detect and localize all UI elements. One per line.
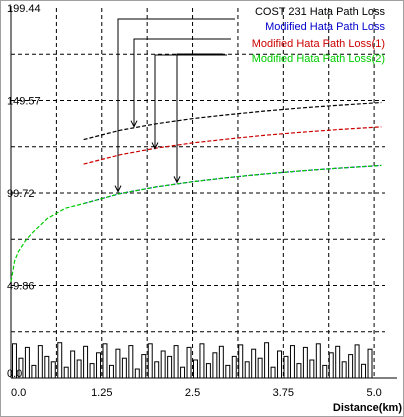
y-tick-label: 0.0	[7, 368, 22, 380]
histogram-bar	[128, 345, 134, 379]
histogram-bar	[367, 348, 373, 379]
histogram-bar	[205, 363, 211, 379]
histogram-bar	[180, 366, 186, 379]
histogram-bar	[283, 355, 289, 379]
y-tick-label: 49.86	[7, 281, 35, 293]
pointer-line-1	[117, 18, 235, 192]
x-tick-label: 5.0	[366, 387, 381, 399]
pointer-arrowhead-3	[151, 142, 159, 150]
histogram-bar	[322, 364, 328, 379]
histogram-bar	[277, 350, 282, 379]
histogram-bar	[57, 342, 63, 379]
histogram-bar	[270, 366, 276, 379]
pointer-line-2	[133, 38, 231, 127]
legend-pointers	[114, 18, 235, 193]
histogram-bar	[102, 343, 108, 379]
series-line-1	[83, 101, 382, 141]
x-tick-labels: 0.0 1.25 2.5 3.75 5.0	[11, 387, 382, 399]
histogram-bar	[31, 364, 37, 379]
pointer-line-4	[176, 53, 223, 183]
histogram-bar	[160, 350, 166, 379]
histogram-bar	[108, 364, 114, 379]
histogram-bar	[173, 345, 179, 379]
histogram-bar	[244, 361, 250, 379]
x-tick-label: 3.75	[273, 387, 294, 399]
histogram-bar	[147, 343, 153, 379]
histogram-bar	[44, 355, 50, 379]
pointer-line-3	[154, 54, 227, 149]
histogram-bar	[50, 361, 56, 379]
legend-entry-1: COST 231 Hata Path Loss	[255, 6, 386, 18]
legend-entry-2: Modified Hata Path Loss	[265, 21, 385, 33]
legend-entry-3: Modified Hata Path Loss(1)	[252, 38, 385, 50]
histogram-bar	[121, 357, 127, 379]
histogram-bar	[96, 352, 101, 379]
series-line-2	[83, 164, 382, 205]
histogram-bar	[134, 368, 140, 379]
histogram-bar	[167, 355, 173, 379]
grid-lines	[11, 8, 385, 378]
pointer-arrowhead-1	[114, 185, 122, 193]
pointer-arrowhead-4	[173, 176, 181, 184]
histogram-bar	[76, 359, 82, 379]
histogram-bar	[199, 343, 205, 379]
x-tick-label: 1.25	[91, 387, 112, 399]
histogram-bar	[225, 364, 231, 379]
axes	[10, 6, 397, 379]
histogram-bar	[218, 345, 224, 379]
histogram-bar	[309, 359, 315, 379]
histogram-bar	[186, 346, 192, 379]
y-tick-labels: 0.0 49.86 99.72 149.57 199.44	[7, 3, 41, 380]
x-tick-label: 2.5	[185, 387, 200, 399]
series-line-4	[10, 164, 382, 282]
histogram-bar	[354, 344, 360, 379]
histogram-bar	[348, 354, 354, 379]
histogram-bar	[302, 346, 308, 379]
series-line-3	[83, 126, 382, 165]
y-tick-label: 199.44	[7, 3, 41, 15]
legend: COST 231 Hata Path Loss Modified Hata Pat…	[252, 6, 386, 65]
histogram-bar	[63, 366, 69, 379]
histogram-bar	[154, 361, 160, 379]
histogram-bar	[141, 354, 147, 379]
y-tick-label: 99.72	[7, 188, 35, 200]
histogram-bar	[296, 363, 302, 379]
histogram-bar	[115, 348, 121, 379]
histogram-bar	[361, 363, 367, 379]
histogram-bar	[238, 344, 244, 379]
histogram-bar	[315, 343, 321, 379]
x-tick-label: 0.0	[11, 387, 26, 399]
histogram-bar	[335, 345, 341, 379]
histogram-bar	[231, 355, 237, 379]
pointer-arrowhead-2	[130, 120, 138, 128]
histogram-bar	[328, 352, 334, 379]
series-lines	[10, 101, 382, 282]
histogram-bar	[264, 342, 270, 379]
histogram-bar	[257, 357, 263, 379]
histogram-bar	[70, 350, 76, 379]
histogram-bar	[212, 352, 218, 379]
histogram-bar	[193, 359, 198, 379]
histogram-bar	[251, 348, 257, 379]
histogram-bar	[89, 363, 95, 379]
x-axis-label: Distance(km)	[333, 402, 402, 414]
histogram-bar	[289, 345, 295, 379]
y-tick-label: 149.57	[7, 96, 41, 108]
histogram-bar	[37, 345, 43, 379]
histogram-bar	[341, 361, 347, 379]
histogram-bar	[83, 345, 89, 379]
legend-entry-4: Modified Hata Path Loss(2)	[252, 53, 385, 65]
histogram-bar	[24, 346, 30, 379]
